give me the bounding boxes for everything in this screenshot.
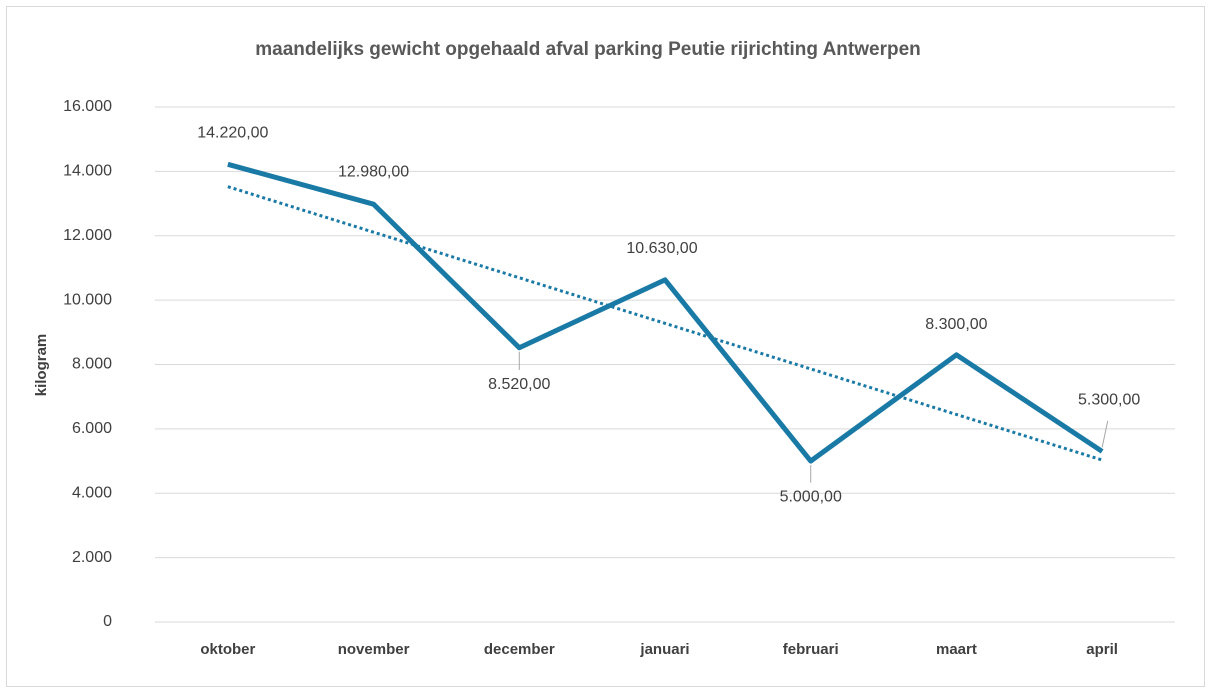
x-tick-label: maart [936, 641, 977, 658]
chart-title: maandelijks gewicht opgehaald afval park… [255, 39, 921, 60]
y-tick-label: 12.000 [63, 227, 112, 244]
trendline [227, 185, 1103, 462]
y-tick-label: 16.000 [63, 98, 112, 115]
data-label: 10.630,00 [626, 240, 697, 257]
y-tick-label: 2.000 [72, 549, 112, 566]
x-tick-label: november [338, 641, 410, 658]
x-tick-label: februari [783, 641, 839, 658]
y-tick-label: 8.000 [72, 356, 112, 373]
x-tick-label: oktober [200, 641, 255, 658]
x-tick-label: december [484, 641, 555, 658]
data-label: 8.300,00 [925, 316, 987, 333]
y-tick-label: 14.000 [63, 163, 112, 180]
data-label: 8.520,00 [488, 376, 550, 393]
y-tick-label: 0 [103, 613, 112, 630]
data-label: 5.000,00 [780, 488, 842, 505]
data-line [227, 161, 1104, 464]
data-label: 12.980,00 [338, 163, 409, 180]
data-label: 14.220,00 [197, 125, 268, 142]
y-tick-label: 4.000 [72, 484, 112, 501]
x-tick-label: januari [639, 641, 689, 658]
y-tick-label: 10.000 [63, 291, 112, 308]
y-tick-label: 6.000 [72, 420, 112, 437]
x-tick-label: april [1086, 641, 1118, 658]
y-axis-label: kilogram [33, 334, 50, 397]
chart-border [6, 6, 1205, 687]
leader-line [1101, 420, 1109, 448]
data-label: 5.300,00 [1078, 392, 1140, 409]
